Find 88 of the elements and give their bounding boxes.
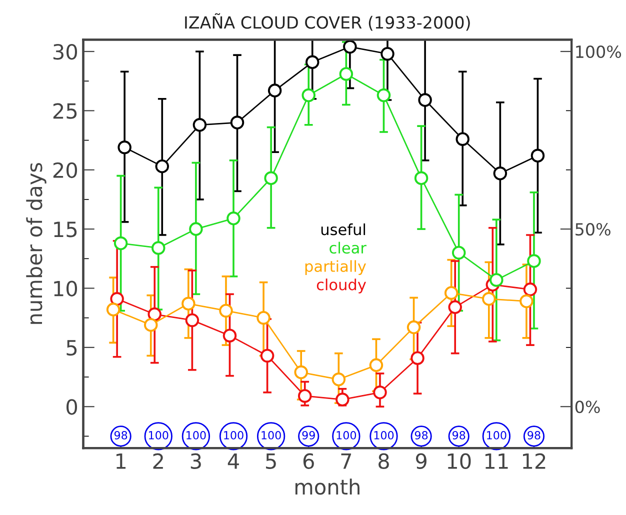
point — [155, 159, 170, 174]
point — [482, 292, 496, 306]
y-tick-label: 15 — [54, 222, 77, 238]
point — [530, 148, 545, 163]
point — [410, 351, 424, 365]
text: clear — [330, 242, 366, 254]
x-tick-label: 6 — [303, 453, 314, 470]
point — [264, 171, 278, 186]
y-tick-label: 0 — [66, 399, 78, 415]
x-tick-label: 5 — [266, 454, 276, 470]
point — [189, 222, 203, 236]
annotation: 98 — [414, 431, 428, 440]
x-tick-label: 3 — [190, 453, 201, 470]
chart-title: IZAÑA CLOUD COVER (1933-2000) — [185, 13, 470, 31]
point — [369, 358, 384, 372]
point — [144, 318, 158, 332]
point — [456, 132, 470, 146]
y2-tick-label: 50% — [576, 223, 610, 236]
point — [222, 328, 237, 342]
x-tick-label: 8 — [378, 453, 389, 470]
point — [414, 171, 428, 186]
text: cloudy — [316, 278, 366, 294]
y-tick-label: 5 — [66, 340, 77, 356]
x-tick-label: 1 — [116, 454, 126, 469]
point — [302, 88, 316, 102]
x-tick-label: 12 — [523, 453, 546, 469]
x-tick-label: 7 — [341, 454, 352, 469]
point — [192, 118, 207, 132]
x-tick-label: 9 — [416, 453, 426, 470]
point — [406, 320, 421, 334]
annotation: 100 — [186, 431, 206, 440]
point — [448, 300, 462, 314]
point — [418, 93, 432, 107]
y-tick-label: 25 — [53, 103, 77, 119]
point — [343, 40, 357, 54]
point — [339, 67, 354, 81]
point — [523, 282, 538, 296]
point — [226, 212, 240, 226]
annotation: 100 — [336, 431, 356, 440]
annotation: 98 — [452, 431, 466, 440]
x-tick-label: 10 — [448, 453, 471, 470]
point — [298, 389, 312, 403]
point — [376, 88, 391, 102]
annotation: 100 — [148, 431, 168, 440]
point — [380, 46, 394, 61]
point — [452, 246, 466, 260]
x-axis-title: month — [295, 478, 360, 495]
point — [148, 307, 162, 322]
point — [490, 273, 504, 287]
x-tick-label: 11 — [485, 454, 508, 469]
annotation: 100 — [262, 431, 281, 440]
y-tick-label: 30 — [53, 44, 78, 60]
point — [114, 236, 128, 250]
point — [493, 166, 508, 180]
x-tick-label: 4 — [228, 454, 239, 469]
point — [152, 241, 166, 255]
point — [230, 116, 244, 130]
point — [185, 313, 200, 328]
point — [118, 140, 132, 154]
point — [527, 254, 541, 268]
point — [305, 55, 320, 70]
point — [373, 386, 387, 400]
y-tick-label: 10 — [54, 280, 78, 296]
point — [294, 365, 308, 380]
y-tick-label: 20 — [53, 162, 78, 178]
text: partially — [305, 260, 366, 275]
annotation: 100 — [487, 431, 506, 440]
annotation: 100 — [374, 431, 394, 440]
annotation: 99 — [302, 431, 315, 440]
point — [256, 310, 270, 325]
y-axis-title: number of days — [26, 162, 46, 324]
point — [268, 84, 282, 98]
y2-tick-label: 0% — [575, 400, 600, 414]
annotation: 100 — [224, 431, 244, 440]
x-tick-label: 2 — [153, 453, 163, 469]
point — [336, 392, 350, 406]
point — [106, 302, 120, 316]
point — [110, 292, 124, 306]
point — [260, 348, 274, 363]
y2-tick-label: 100% — [576, 45, 622, 58]
point — [182, 296, 196, 311]
annotation: 98 — [528, 431, 540, 440]
point — [219, 304, 233, 318]
annotation: 98 — [114, 431, 128, 440]
point — [444, 286, 458, 300]
point — [332, 372, 346, 386]
point — [520, 294, 534, 308]
text: useful — [321, 223, 366, 236]
